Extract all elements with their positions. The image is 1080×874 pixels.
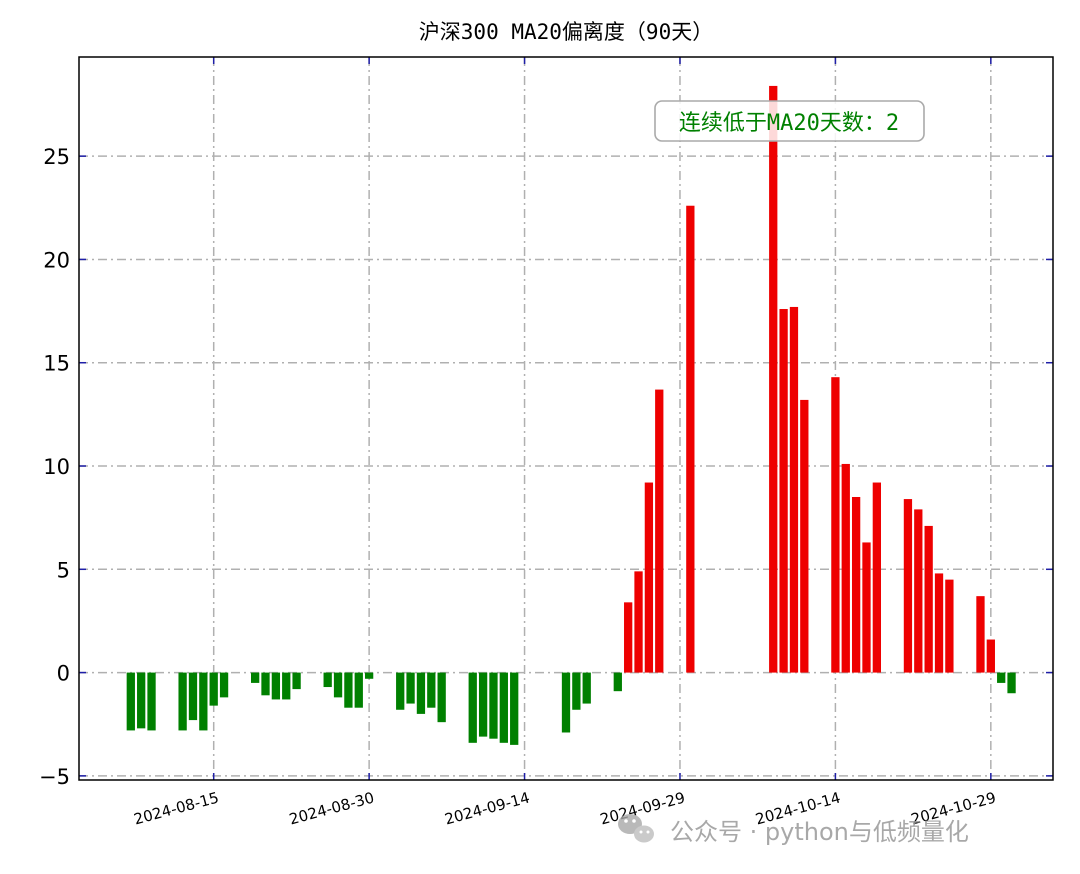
y-tick-label: 5 [57, 558, 70, 582]
x-tick-label: 2024-08-15 [132, 788, 221, 828]
bar [831, 377, 840, 673]
plot-frame [78, 56, 1054, 781]
bar [1007, 672, 1016, 694]
grid-lines [79, 57, 1053, 780]
x-tick-label: 2024-08-30 [287, 788, 376, 828]
bar [261, 672, 270, 696]
y-tick-label: 15 [43, 352, 70, 376]
bar [779, 309, 788, 673]
bar [292, 672, 301, 690]
bar [478, 672, 488, 737]
bar [914, 509, 923, 673]
bar [364, 672, 374, 679]
wechat-icon [618, 814, 654, 843]
bar [178, 672, 187, 731]
bar [613, 672, 622, 692]
bar [468, 672, 477, 743]
bar [188, 672, 198, 721]
y-tick-label: 10 [43, 455, 70, 479]
bar [219, 672, 229, 698]
bar [655, 389, 664, 673]
bar [126, 672, 135, 731]
bar [686, 205, 695, 673]
bar [344, 672, 353, 708]
bar [427, 672, 436, 708]
x-tick-label: 2024-09-14 [443, 788, 532, 828]
bar [841, 463, 850, 673]
bar [945, 579, 954, 673]
chart-title: 沪深300 MA20偏离度（90天） [419, 20, 713, 44]
bar [997, 672, 1006, 683]
bar [986, 639, 995, 673]
watermark: 公众号 · python与低频量化 [618, 814, 969, 846]
bar [572, 672, 581, 710]
bar [924, 525, 933, 673]
bar [333, 672, 343, 698]
bar [323, 672, 332, 688]
bar [396, 672, 405, 710]
bar [354, 672, 363, 708]
annotation-box: 连续低于MA20天数：2 [654, 100, 925, 142]
y-tick-label: 20 [43, 248, 70, 272]
y-tick-label: −5 [39, 765, 70, 789]
bar [437, 672, 446, 723]
y-tick-label: 0 [57, 662, 70, 686]
bar [489, 672, 498, 739]
bar [251, 672, 260, 683]
bar [282, 672, 291, 700]
annotation-text: 连续低于MA20天数：2 [679, 111, 899, 136]
bar [147, 672, 156, 731]
bar-series [126, 85, 1016, 745]
bar [862, 542, 871, 673]
bar [199, 672, 208, 731]
bar [499, 672, 508, 743]
bar [934, 573, 944, 673]
bar [624, 602, 633, 673]
bar [209, 672, 218, 706]
bar [872, 482, 881, 673]
bar [769, 85, 778, 673]
watermark-text: 公众号 · python与低频量化 [670, 818, 969, 846]
bar [582, 672, 591, 704]
bar [271, 672, 281, 700]
bar [561, 672, 571, 733]
axes [78, 56, 1054, 781]
bar [634, 571, 643, 673]
bar [644, 482, 654, 673]
y-tick-label: 25 [43, 145, 70, 169]
bar [851, 496, 861, 673]
bar [800, 399, 809, 673]
bar [903, 499, 913, 673]
annotation-frame [654, 100, 925, 142]
bar [406, 672, 415, 704]
bar [976, 596, 985, 673]
bar [789, 306, 799, 673]
bar [137, 672, 146, 729]
bar [510, 672, 519, 745]
bar [416, 672, 426, 714]
